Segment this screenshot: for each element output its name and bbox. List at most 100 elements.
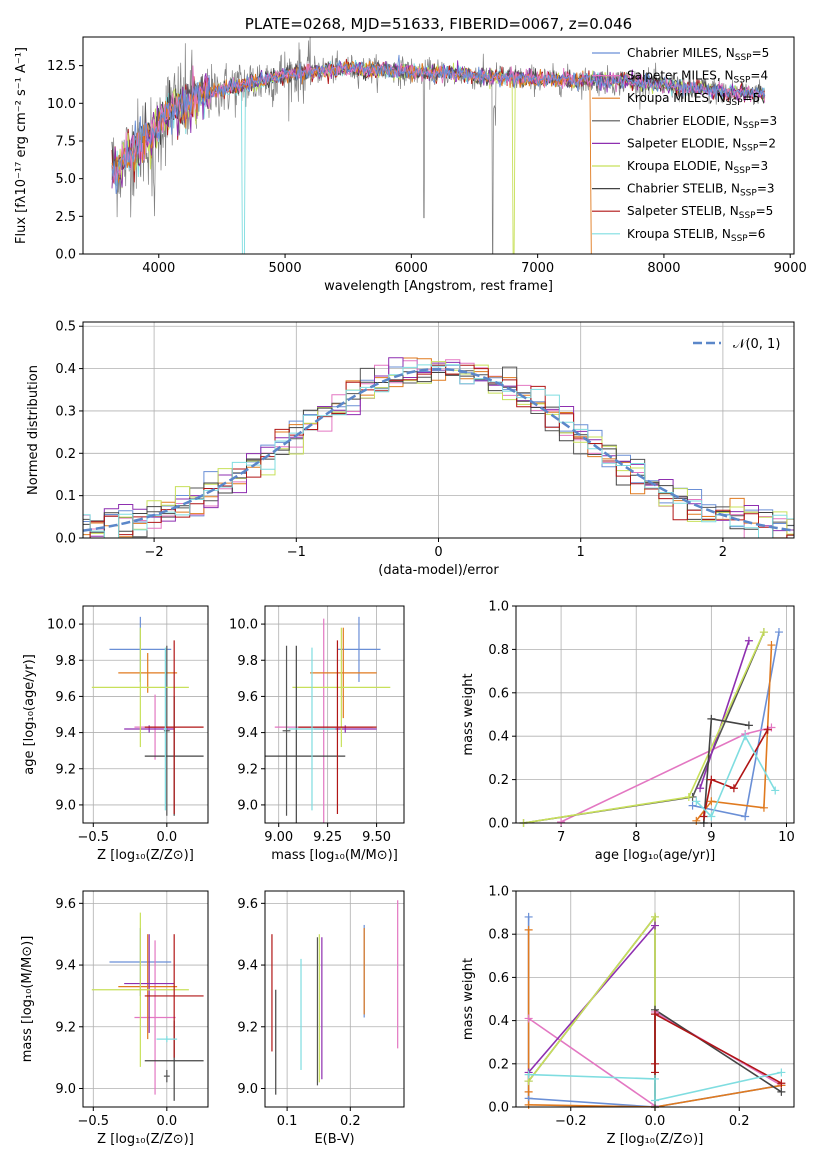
y-tick-label: 9.8: [55, 654, 76, 669]
normal-curve: [83, 367, 794, 532]
x-tick-label: 8000: [647, 261, 680, 276]
weight-vs-age-axes: 7 8 9 10 0.0 0.2 0.4 0.6 0.8 1.0 age [log₁₀(age/yr…: [461, 600, 795, 864]
legend-subscript: SSP: [739, 211, 756, 221]
legend-entry: Kroupa STELIB, NSSP=6: [627, 227, 765, 244]
weight-marker: [774, 628, 783, 637]
spectrum-plot-area: [111, 37, 766, 254]
y-tick-label: 0.8: [488, 643, 509, 658]
legend-label: Salpeter ELODIE, N: [627, 136, 741, 150]
x-tick-label: 9.25: [313, 830, 342, 845]
weight-line: [703, 729, 769, 817]
x-tick-label: 9.50: [362, 830, 391, 845]
weight-marker: [744, 636, 753, 645]
weight-vs-Z-frame: [515, 890, 795, 1108]
x-tick-label: 9: [707, 830, 715, 845]
y-tick-label: 9.2: [237, 762, 258, 777]
weight-marker: [557, 817, 566, 826]
weight-marker: [651, 912, 659, 921]
weight-marker: [651, 1096, 659, 1105]
y-tick-label: 9.0: [237, 798, 258, 813]
x-tick-label: −0.2: [555, 1114, 587, 1129]
x-tick-label: 0: [434, 545, 442, 560]
y-tick-label: 9.4: [237, 726, 258, 741]
legend-entry: Chabrier ELODIE, NSSP=3: [627, 114, 777, 131]
y-tick-label: 9.8: [237, 654, 258, 669]
x-tick-label: 0.0: [156, 830, 177, 845]
residual-histogram: [83, 364, 794, 538]
x-tick-label: 6000: [395, 261, 428, 276]
x-tick-label: 4000: [142, 261, 175, 276]
legend-label: Salpeter STELIB, N: [627, 204, 739, 218]
x-axis-label: wavelength [Angstrom, rest frame]: [324, 279, 553, 294]
weight-marker: [763, 725, 772, 734]
y-tick-label: 9.0: [55, 1082, 76, 1097]
age-vs-Z-plot-area: [91, 616, 204, 816]
weight-marker: [767, 641, 776, 650]
x-tick-label: 0.0: [156, 1114, 177, 1129]
y-axis-label: Normed distribution: [26, 365, 41, 495]
weight-line: [695, 734, 776, 818]
y-tick-label: 0.0: [55, 248, 76, 263]
weight-marker: [699, 812, 708, 821]
weight-vs-Z-axes: −0.2 0.0 0.2 0.0 0.2 0.4 0.6 0.8 1.0 Z [log₁₀(Z/Z…: [461, 885, 794, 1147]
x-axis-label: (data-model)/error: [378, 563, 499, 578]
y-tick-label: 9.4: [55, 726, 76, 741]
x-axis-label: Z [log₁₀(Z/Z⊙)]: [607, 1132, 704, 1147]
mass-vs-ebv-plot-area: [271, 900, 399, 1095]
y-tick-label: 0.5: [55, 320, 76, 335]
weight-line: [560, 726, 772, 823]
weight-marker: [524, 1070, 533, 1079]
x-axis-label: age [log₁₀(age/yr)]: [595, 848, 716, 863]
model-spectrum: [111, 54, 766, 194]
y-tick-label: 12.5: [47, 59, 76, 74]
weight-marker: [696, 784, 705, 793]
legend-count: =3: [750, 159, 768, 173]
y-tick-label: 9.4: [55, 959, 76, 974]
y-tick-label: 10.0: [229, 618, 258, 633]
legend-label: Chabrier STELIB, N: [627, 182, 740, 196]
x-axis-label: Z [log₁₀(Z/Z⊙)]: [97, 1132, 194, 1147]
y-tick-label: 0.6: [488, 971, 509, 986]
legend-count: =3: [757, 182, 775, 196]
x-tick-label: 5000: [269, 261, 302, 276]
y-tick-label: 1.0: [488, 600, 509, 615]
y-axis-label: age [log₁₀(age/yr)]: [22, 654, 37, 775]
legend-subscript: SSP: [740, 189, 757, 199]
y-axis-label: mass weight: [461, 673, 476, 755]
weight-vs-age-plot-area: [523, 631, 780, 823]
weight-marker: [707, 775, 716, 784]
x-tick-label: −0.5: [78, 830, 110, 845]
x-tick-label: −0.5: [78, 1114, 110, 1129]
y-tick-label: 0.0: [488, 1101, 509, 1116]
age-vs-mass-frame: [264, 605, 405, 824]
x-tick-label: 7000: [521, 261, 554, 276]
legend-count: =3: [759, 114, 777, 128]
x-axis-label: Z [log₁₀(Z/Z⊙)]: [97, 848, 194, 863]
weight-vs-age-frame: [515, 605, 795, 824]
weight-marker: [744, 721, 753, 730]
y-tick-label: 9.6: [55, 690, 76, 705]
y-tick-label: 9.2: [55, 762, 76, 777]
y-tick-label: 0.3: [55, 404, 76, 419]
weight-marker: [771, 786, 780, 795]
legend-count: =2: [758, 136, 776, 150]
y-tick-label: 5.0: [55, 172, 76, 187]
weight-marker: [777, 1079, 786, 1088]
legend-count: =5: [752, 46, 770, 60]
residual-histogram: [83, 357, 794, 538]
weight-marker: [759, 803, 768, 812]
legend-entry: Kroupa ELODIE, NSSP=3: [627, 159, 768, 176]
weight-marker: [524, 1087, 533, 1096]
y-tick-label: 0.8: [488, 928, 509, 943]
x-tick-label: 9000: [774, 261, 807, 276]
weight-marker: [707, 812, 716, 821]
age-vs-Z-frame: [82, 605, 209, 824]
y-axis-label: mass [log₁₀(M/M⊙)]: [20, 936, 35, 1063]
weight-marker: [524, 925, 533, 934]
y-tick-label: 0.0: [488, 817, 509, 832]
y-tick-label: 1.0: [488, 885, 509, 900]
legend-entry: Chabrier MILES, NSSP=5: [627, 46, 769, 63]
y-tick-label: 0.4: [55, 362, 76, 377]
mass-vs-ebv-frame: [264, 890, 405, 1108]
model-spectrum: [111, 60, 592, 254]
